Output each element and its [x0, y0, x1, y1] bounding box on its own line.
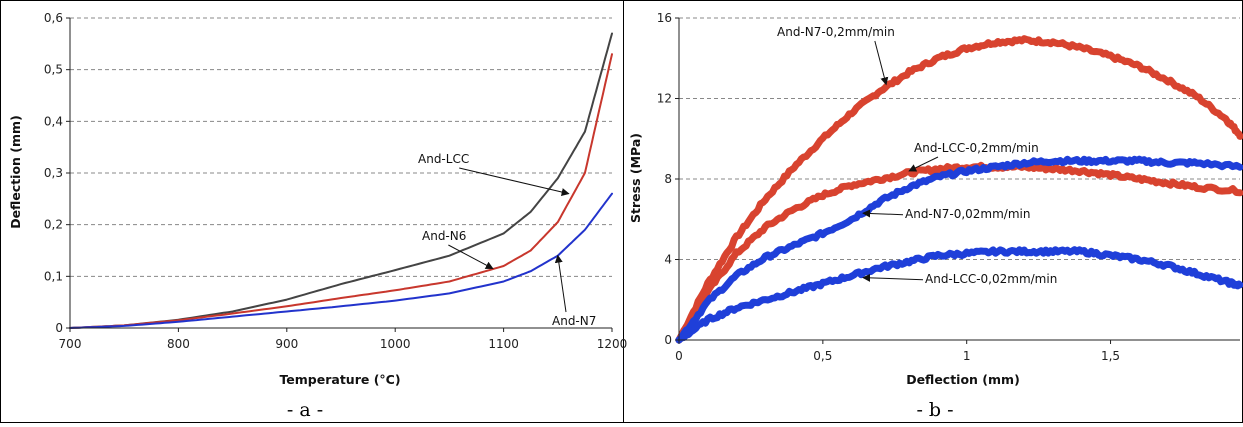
y-tick-label: 0,5 [44, 63, 63, 77]
panel-b-x-axis-title: Deflection (mm) [906, 372, 1020, 387]
series-line-and-n7-0-02mm-min [675, 155, 1243, 344]
panel-b-series [675, 35, 1243, 344]
x-tick-label: 1 [963, 349, 971, 363]
x-tick-label: 700 [59, 337, 82, 351]
annotation-arrow [554, 254, 567, 313]
annotation-label: And-LCC [418, 152, 469, 166]
annotation-label: And-N7 [552, 314, 596, 328]
series-line-and-n7-0-2mm-min [675, 35, 1243, 344]
annotation-label: And-N6 [422, 229, 466, 243]
panel-b-y-axis-title: Stress (MPa) [628, 133, 643, 223]
panel-b: And-N7-0,2mm/min And-LCC-0,2mm/min And-N7-… [628, 11, 1243, 421]
annotation-label: And-N7-0,02mm/min [905, 207, 1030, 221]
annotation-label: And-N7-0,2mm/min [777, 25, 895, 39]
annotation-arrow [448, 244, 494, 270]
series-line-and-lcc-0-2mm-min [675, 161, 1243, 344]
x-tick-label: 0,5 [813, 349, 832, 363]
panel-a-series [69, 32, 613, 329]
x-tick-label: 1,5 [1101, 349, 1120, 363]
panel-a-caption: - a - [287, 399, 323, 421]
series-line-and-lcc [69, 32, 613, 329]
y-tick-label: 0,2 [44, 218, 63, 232]
annotation-arrow [874, 40, 889, 86]
y-tick-label: 8 [664, 172, 672, 186]
panel-a-x-axis-title: Temperature (°C) [279, 372, 400, 387]
annotation-arrow [862, 273, 924, 282]
annotation-arrow [459, 167, 570, 196]
x-tick-label: 0 [675, 349, 683, 363]
series-line-and-lcc-0-02mm-min [675, 246, 1243, 344]
annotation-label: And-LCC-0,2mm/min [914, 141, 1039, 155]
annotation-arrow [862, 209, 904, 218]
y-tick-label: 0,6 [44, 11, 63, 25]
series-line-and-n6 [69, 53, 613, 329]
y-tick-label: 16 [657, 11, 672, 25]
panel-b-axes: 0 4 8 12 16 0 0,5 1 1,5 [657, 11, 1240, 363]
y-tick-label: 0,1 [44, 269, 63, 283]
y-tick-label: 12 [657, 92, 672, 106]
y-tick-label: 0,4 [44, 114, 63, 128]
x-tick-label: 900 [275, 337, 298, 351]
panel-a-axes: 0 0,1 0,2 0,3 0,4 0,5 0,6 700 800 900 1000 1100 1200 [44, 11, 627, 351]
annotation-label: And-LCC-0,02mm/min [925, 272, 1057, 286]
y-tick-label: 4 [664, 253, 672, 267]
y-tick-label: 0 [55, 321, 63, 335]
panel-a-annotations: And-LCC And-N6 And-N7 [418, 152, 596, 328]
x-tick-label: 800 [167, 337, 190, 351]
panel-b-caption: - b - [916, 399, 953, 421]
annotation-arrow [908, 156, 939, 172]
x-tick-label: 1000 [380, 337, 411, 351]
series-line-and-n7 [69, 192, 613, 329]
y-tick-label: 0,3 [44, 166, 63, 180]
panel-a-y-axis-title: Deflection (mm) [8, 115, 23, 229]
panel-b-annotations: And-N7-0,2mm/min And-LCC-0,2mm/min And-N7-… [777, 25, 1057, 286]
panel-a: And-LCC And-N6 And-N7 0 0,1 0,2 0,3 0,4 0,5 0,6 7… [8, 11, 627, 421]
x-tick-label: 1100 [488, 337, 519, 351]
panel-a-gridlines [70, 17, 612, 277]
y-tick-label: 0 [664, 333, 672, 347]
x-tick-label: 1200 [597, 337, 628, 351]
